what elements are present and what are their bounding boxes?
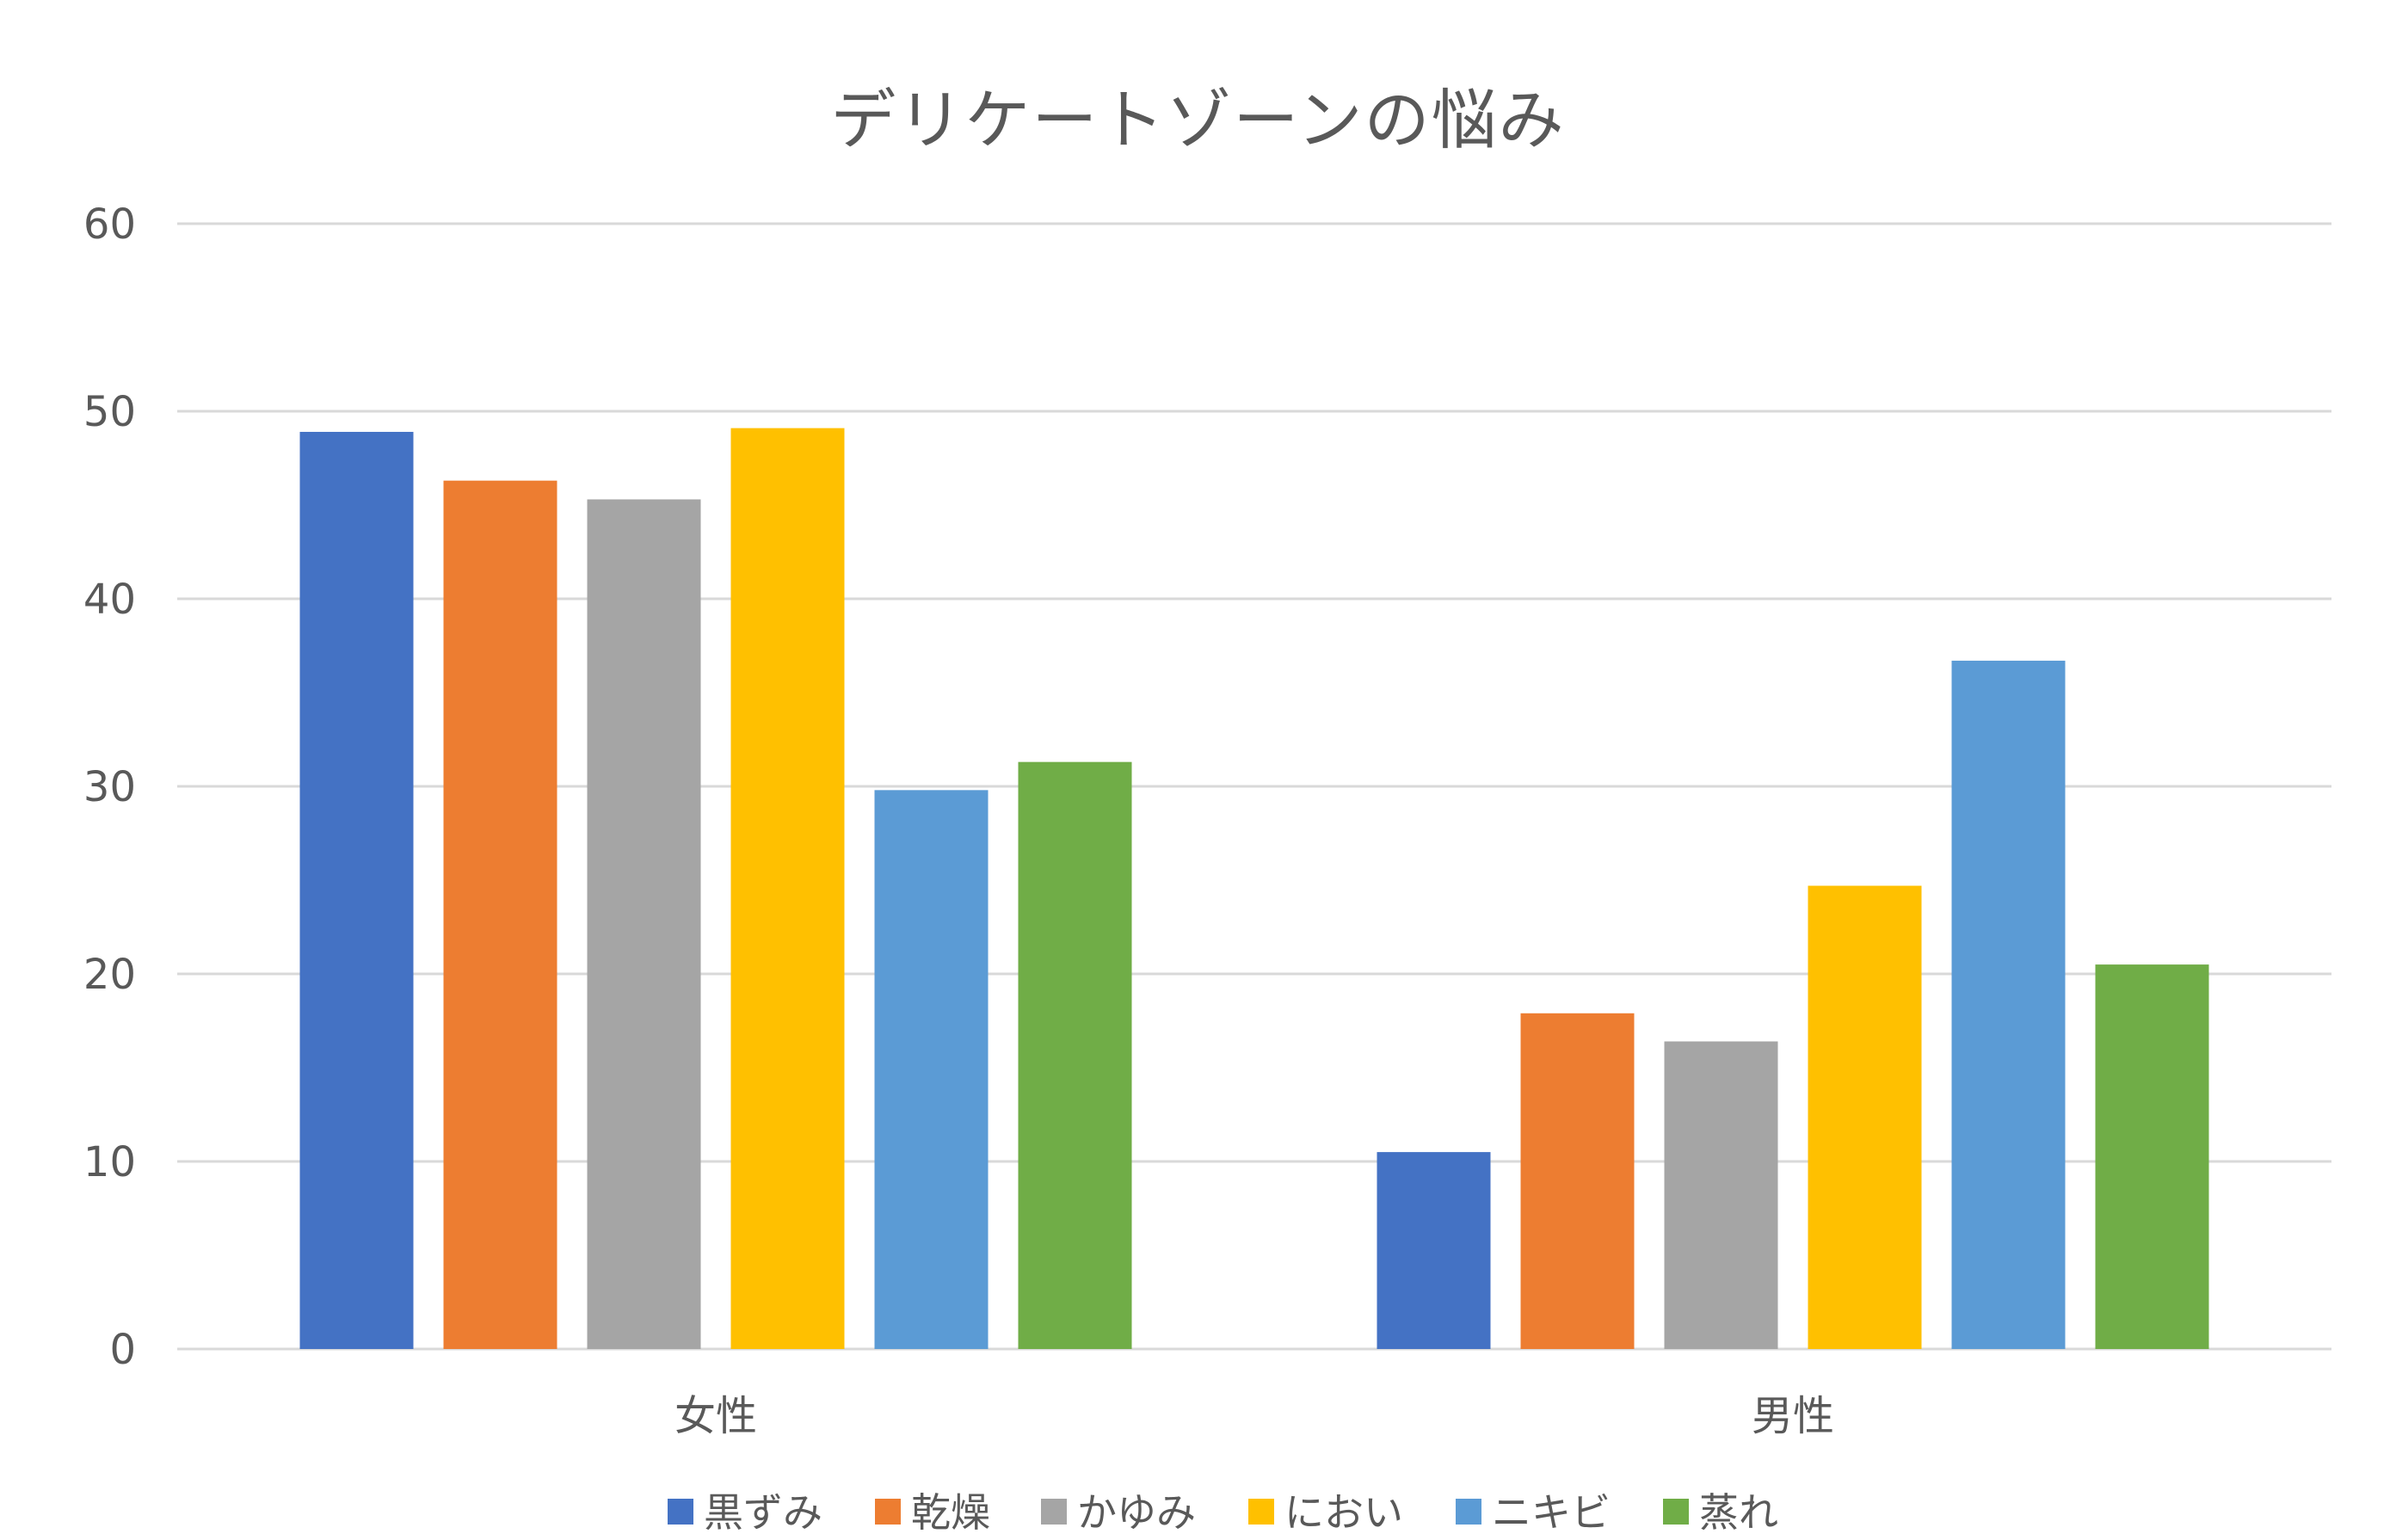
bars: [299, 428, 2209, 1350]
legend-label: 蒸れ: [1699, 1489, 1778, 1536]
bar-male-1: [1520, 1013, 1635, 1349]
x-axis-categories: 女性 男性: [674, 1392, 1834, 1440]
y-tick-label: 0: [109, 1326, 136, 1374]
y-tick-label: 10: [83, 1138, 136, 1186]
y-axis-ticks: 0 10 20 30 40 50 60: [83, 200, 136, 1374]
bar-female-4: [874, 790, 989, 1349]
bar-female-2: [587, 499, 701, 1349]
y-tick-label: 50: [83, 388, 136, 436]
legend-swatch: [1663, 1499, 1689, 1525]
chart-title: デリケートゾーンの悩み: [830, 82, 1566, 158]
y-tick-label: 30: [83, 763, 136, 811]
legend-label: におい: [1284, 1489, 1403, 1536]
legend-swatch: [668, 1499, 693, 1525]
bar-female-3: [730, 428, 845, 1349]
legend-swatch: [1248, 1499, 1274, 1525]
y-tick-label: 20: [83, 951, 136, 999]
bar-male-3: [1808, 885, 1922, 1349]
y-tick-label: 60: [83, 200, 136, 249]
legend-label: 乾燥: [911, 1489, 990, 1536]
bar-female-5: [1018, 761, 1132, 1349]
bar-female-0: [299, 431, 414, 1350]
bar-male-2: [1664, 1041, 1778, 1349]
x-category-label: 男性: [1752, 1392, 1834, 1440]
legend: 黒ずみ 乾燥 かゆみ におい ニキビ 蒸れ: [668, 1489, 1778, 1536]
legend-swatch: [875, 1499, 901, 1525]
x-category-label: 女性: [674, 1392, 757, 1440]
bar-male-5: [2095, 964, 2209, 1349]
legend-label: ニキビ: [1492, 1489, 1611, 1536]
legend-swatch: [1041, 1499, 1067, 1525]
y-tick-label: 40: [83, 576, 136, 624]
legend-label: かゆみ: [1077, 1489, 1196, 1536]
legend-label: 黒ずみ: [704, 1489, 822, 1536]
legend-swatch: [1456, 1499, 1481, 1525]
bar-female-1: [443, 480, 557, 1349]
bar-male-4: [1951, 660, 2066, 1349]
bar-male-0: [1377, 1152, 1491, 1349]
